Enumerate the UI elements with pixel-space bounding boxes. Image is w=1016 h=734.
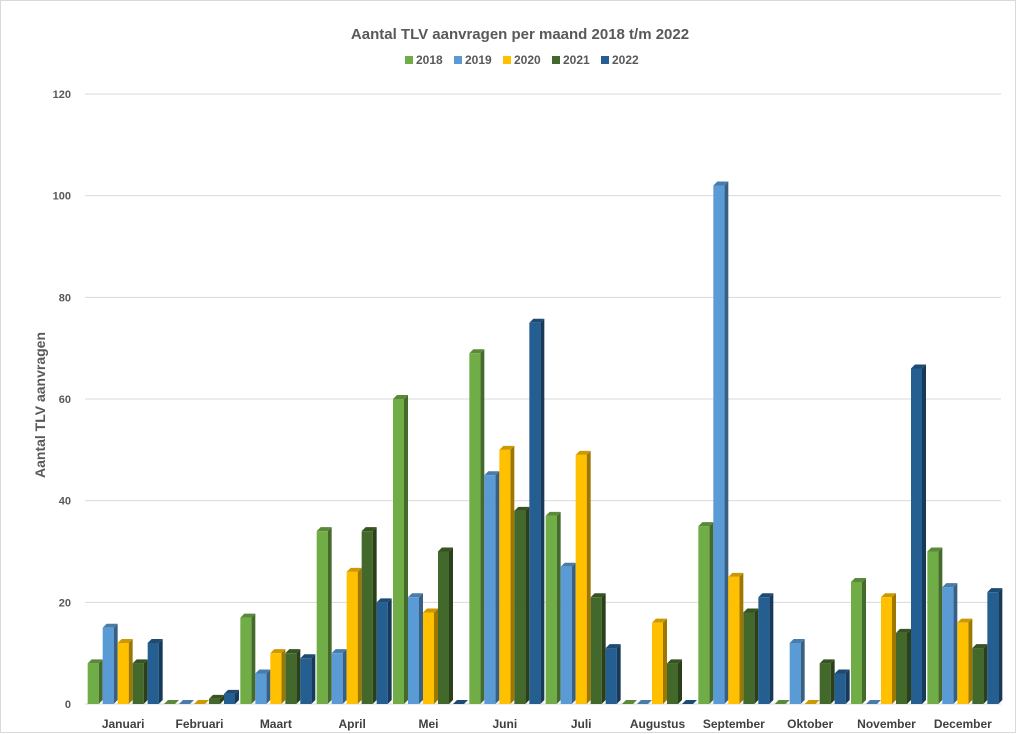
bar bbox=[224, 690, 239, 704]
bar bbox=[866, 700, 881, 704]
bar bbox=[514, 507, 529, 704]
bar bbox=[347, 568, 362, 704]
y-tick-label: 80 bbox=[59, 292, 71, 304]
bar bbox=[820, 659, 835, 704]
bars bbox=[88, 182, 1003, 705]
bar bbox=[332, 649, 347, 704]
y-tick-label: 100 bbox=[53, 191, 71, 203]
bar bbox=[408, 593, 423, 704]
bar bbox=[240, 614, 255, 704]
bar bbox=[546, 512, 561, 704]
bar bbox=[423, 609, 438, 705]
bar bbox=[469, 349, 484, 704]
bar bbox=[698, 522, 713, 704]
legend-label: 2018 bbox=[416, 53, 443, 67]
bar bbox=[317, 527, 332, 704]
x-tick-label: December bbox=[934, 717, 992, 731]
legend: 2018 2019 2020 2021 2022 bbox=[405, 53, 639, 67]
bar bbox=[484, 471, 499, 704]
x-tick-label: September bbox=[703, 717, 765, 731]
y-tick-label: 0 bbox=[65, 699, 71, 711]
legend-swatch bbox=[552, 56, 560, 64]
x-tick-label: Augustus bbox=[630, 717, 686, 731]
bar bbox=[972, 644, 987, 704]
legend-label: 2020 bbox=[514, 53, 541, 67]
x-tick-label: Mei bbox=[418, 717, 438, 731]
bar bbox=[713, 182, 728, 705]
legend-swatch bbox=[601, 56, 609, 64]
legend-swatch bbox=[503, 56, 511, 64]
x-axis-labels: Januari Februari Maart April Mei Juni Juli Augu… bbox=[102, 717, 992, 731]
bar bbox=[393, 395, 408, 704]
bar bbox=[118, 639, 133, 704]
bar bbox=[377, 598, 392, 704]
bar bbox=[851, 578, 866, 704]
bar bbox=[270, 649, 285, 704]
x-tick-label: Januari bbox=[102, 717, 145, 731]
x-tick-label: November bbox=[857, 717, 916, 731]
bar bbox=[561, 563, 576, 704]
legend-label: 2022 bbox=[612, 53, 639, 67]
bar bbox=[682, 700, 697, 704]
bar bbox=[88, 659, 103, 704]
bar bbox=[942, 583, 957, 704]
bar bbox=[133, 659, 148, 704]
bar bbox=[194, 700, 209, 704]
bar bbox=[103, 624, 118, 704]
x-tick-label: Februari bbox=[175, 717, 223, 731]
bar bbox=[743, 609, 758, 705]
bar bbox=[911, 365, 926, 705]
bar bbox=[453, 700, 468, 704]
x-tick-label: Juli bbox=[571, 717, 592, 731]
y-axis-ticks: 0 20 40 60 80 100 120 bbox=[53, 89, 71, 711]
bar bbox=[667, 659, 682, 704]
bar bbox=[652, 619, 667, 704]
bar bbox=[148, 639, 163, 704]
chart-title: Aantal TLV aanvragen per maand 2018 t/m … bbox=[351, 26, 689, 43]
bar bbox=[255, 670, 270, 705]
x-tick-label: April bbox=[338, 717, 365, 731]
bar bbox=[591, 593, 606, 704]
bar bbox=[622, 700, 637, 704]
bar bbox=[728, 573, 743, 704]
bar bbox=[835, 670, 850, 705]
x-tick-label: Oktober bbox=[787, 717, 833, 731]
legend-label: 2021 bbox=[563, 53, 590, 67]
bar bbox=[179, 700, 194, 704]
y-tick-label: 40 bbox=[59, 496, 71, 508]
bar bbox=[164, 700, 179, 704]
bar bbox=[285, 649, 300, 704]
bar bbox=[209, 695, 224, 704]
bar bbox=[987, 588, 1002, 704]
bar bbox=[805, 700, 820, 704]
y-tick-label: 120 bbox=[53, 89, 71, 101]
x-tick-label: Juni bbox=[492, 717, 517, 731]
legend-label: 2019 bbox=[465, 53, 492, 67]
bar bbox=[576, 451, 591, 704]
bar bbox=[881, 593, 896, 704]
y-tick-label: 20 bbox=[59, 597, 71, 609]
bar bbox=[896, 629, 911, 704]
bar bbox=[438, 548, 453, 705]
bar bbox=[529, 319, 544, 704]
bar bbox=[790, 639, 805, 704]
bar bbox=[775, 700, 790, 704]
legend-swatch bbox=[405, 56, 413, 64]
bar bbox=[362, 527, 377, 704]
bar bbox=[606, 644, 621, 704]
bar bbox=[499, 446, 514, 704]
bar bbox=[758, 593, 773, 704]
x-tick-label: Maart bbox=[260, 717, 292, 731]
bar bbox=[957, 619, 972, 704]
bar bbox=[300, 654, 315, 704]
y-axis-title: Aantal TLV aanvragen bbox=[32, 332, 48, 478]
y-tick-label: 60 bbox=[59, 394, 71, 406]
bar bbox=[637, 700, 652, 704]
bar bbox=[927, 548, 942, 705]
legend-swatch bbox=[454, 56, 462, 64]
